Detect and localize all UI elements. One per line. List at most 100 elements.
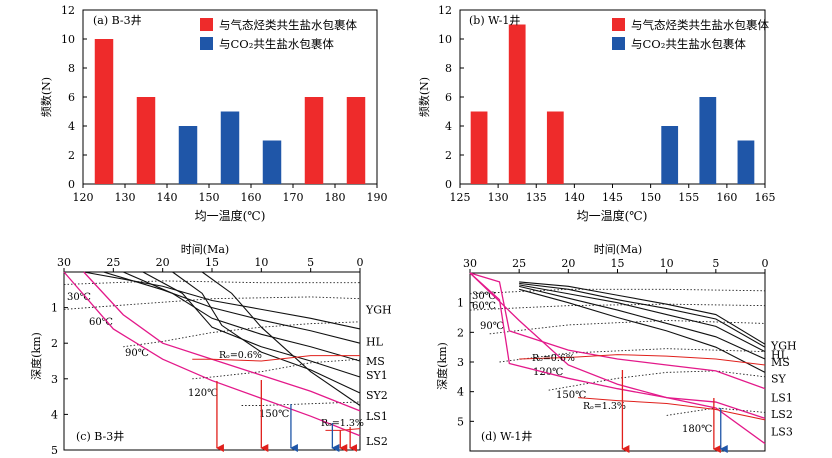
panel-b-ytick-label: 8 (445, 62, 452, 75)
panel-c-strata-label: MS (366, 355, 385, 368)
panel-c-strata-label: SY1 (366, 369, 388, 382)
panel-a-legend-red-swatch (200, 18, 213, 31)
panel-b-xtick-label: 130 (488, 191, 509, 204)
panel-b-legend-red-label: 与气态烃类共生盐水包裹体 (631, 18, 769, 32)
panel-a-bar (178, 126, 198, 184)
panel-d-isotherm (499, 348, 766, 363)
panel-a-ylabel: 频数(N) (39, 77, 53, 117)
panel-c-ytick-label: 5 (51, 444, 58, 457)
panel-a-y-ticks: 0 2 4 6 8 10 12 (61, 4, 87, 191)
panel-a-ytick-label: 2 (68, 149, 75, 162)
panel-c-burial-curve (83, 271, 361, 330)
panel-d-burial-curve (519, 282, 766, 348)
panel-c-ylabel: 深度(km) (29, 332, 43, 380)
panel-a-ytick-label: 6 (68, 91, 75, 104)
panel-d-burial-history: 时间(Ma) 深度(km) 30 25 20 15 10 5 0 1 2 3 4 5 30℃60℃ 90℃… (435, 243, 797, 453)
panel-d-isotherm (548, 370, 766, 391)
panel-a-bar (136, 97, 156, 184)
panel-d-lower-burial-curve (469, 272, 766, 419)
panel-b-ytick-label: 6 (445, 91, 452, 104)
panel-d-lower-burial-curve (469, 272, 766, 445)
panel-a-legend-blue-label: 与CO₂共生盐水包裹体 (219, 37, 334, 51)
panel-d-isotherm-label: 30℃ (472, 291, 496, 302)
panel-c-ytick-label: 4 (51, 408, 58, 421)
panel-d-strata-label: LS2 (771, 408, 793, 421)
panel-b-legend-red-swatch (612, 18, 625, 31)
panel-d-content: 30 25 20 15 10 5 0 1 2 3 4 5 30℃60℃ 90℃ 120℃ 150℃ 180℃ Rₒ… (457, 257, 797, 453)
panel-b-ytick-label: 10 (438, 33, 452, 46)
panel-d-label: (d) W-1井 (481, 429, 532, 443)
panel-c-isotherm-label: 150℃ (259, 409, 289, 420)
panel-b-xtick-label: 160 (716, 191, 737, 204)
panel-c-xtick-label: 20 (156, 256, 170, 269)
panel-d-xtick-label: 10 (660, 257, 674, 270)
panel-b-xtick-label: 140 (564, 191, 585, 204)
panel-b-bar (699, 97, 717, 184)
panel-d-isotherm-label: 150℃ (556, 390, 586, 401)
panel-b-xtick-label: 150 (640, 191, 661, 204)
panel-a-bar (94, 39, 114, 184)
panel-b-bar (470, 111, 488, 184)
panel-c-isotherm-label: 30℃ (67, 292, 91, 303)
panel-c-xtick-label: 0 (357, 256, 364, 269)
panel-d-ytick-label: 3 (457, 356, 464, 369)
panel-a-ytick-label: 4 (68, 120, 75, 133)
panel-b-ytick-label: 12 (438, 4, 452, 17)
panel-b-xtick-label: 145 (602, 191, 623, 204)
panel-b-xtick-label: 155 (678, 191, 699, 204)
panel-a-xtick-label: 130 (115, 191, 136, 204)
panel-d-isotherm-label: 60℃ (472, 301, 496, 312)
panel-d-ro-line (519, 354, 766, 366)
panel-a-bar (346, 97, 366, 184)
panel-d-burial-curve (519, 281, 766, 345)
panel-c-ytick-label: 3 (51, 373, 58, 386)
panel-c-label: (c) B-3井 (76, 429, 124, 443)
panel-c-strata-label: LS1 (366, 410, 388, 423)
panel-c-ytick-label: 1 (51, 302, 58, 315)
panel-a-x-ticks: 120 130 140 150 160 170 180 190 (73, 184, 388, 204)
panel-d-strata-label: SY (771, 372, 787, 385)
panel-a-xtick-label: 190 (367, 191, 388, 204)
panel-c-ytick-label: 2 (51, 337, 58, 350)
panel-c-xtick-label: 25 (106, 256, 120, 269)
panel-c-xtick-label: 10 (254, 256, 268, 269)
panel-d-ytick-label: 5 (457, 415, 464, 428)
panel-b-xtick-label: 165 (755, 191, 776, 204)
panel-a-bars (94, 39, 366, 184)
panel-c-xlabel: 时间(Ma) (181, 243, 229, 256)
panel-b-ylabel: 频数(N) (417, 77, 431, 117)
panel-a-bar (262, 140, 282, 184)
panel-c-isotherm (123, 321, 361, 348)
panel-d-xtick-label: 0 (762, 257, 769, 270)
panel-b-bar (661, 126, 679, 184)
panel-b-ytick-label: 4 (445, 120, 452, 133)
panel-d-isotherm-label: 180℃ (682, 424, 712, 435)
panel-d-ytick-label: 4 (457, 386, 464, 399)
panel-d-xtick-label: 15 (611, 257, 625, 270)
panel-a-xtick-label: 160 (241, 191, 262, 204)
panel-c-content: 30 25 20 15 10 5 0 1 2 3 4 5 30℃ 60℃ 90℃ 120℃ 150℃ Rₒ=0.6… (51, 256, 392, 457)
panel-b-y-ticks: 0 2 4 6 8 10 12 (438, 4, 464, 191)
panel-d-ro-line (578, 397, 766, 421)
panel-c-isotherm-label: 60℃ (89, 317, 113, 328)
panel-c-burial-curve (172, 271, 361, 394)
panel-c-burial-history: 时间(Ma) 深度(km) 30 25 20 15 10 5 0 1 2 3 4 5 30℃ 60℃ 90℃… (29, 243, 392, 457)
panel-c-strata-label: SY2 (366, 389, 388, 402)
panel-a-bar-chart: 0 2 4 6 8 10 12 120 130 140 150 160 170 180 190 (a) B… (39, 4, 388, 223)
panel-b-legend-blue-label: 与CO₂共生盐水包裹体 (631, 37, 746, 51)
panel-c-ro-label: Rₒ=1.3% (321, 418, 364, 429)
panel-a-ytick-label: 0 (68, 178, 75, 191)
panel-a-xtick-label: 170 (283, 191, 304, 204)
panel-d-isotherm (469, 303, 766, 311)
panel-a-ytick-label: 10 (61, 33, 75, 46)
panel-a-label: (a) B-3井 (93, 13, 142, 27)
panel-c-xtick-label: 5 (307, 256, 314, 269)
panel-a-legend-red-label: 与气态烃类共生盐水包裹体 (219, 18, 357, 32)
panel-a-ytick-label: 8 (68, 62, 75, 75)
panel-c-burial-curve (201, 271, 361, 406)
panel-d-xlabel: 时间(Ma) (594, 243, 642, 256)
panel-d-xtick-label: 20 (561, 257, 575, 270)
panel-d-strata-label: MS (771, 356, 790, 369)
panel-b-xlabel: 均一温度(℃) (577, 208, 648, 223)
